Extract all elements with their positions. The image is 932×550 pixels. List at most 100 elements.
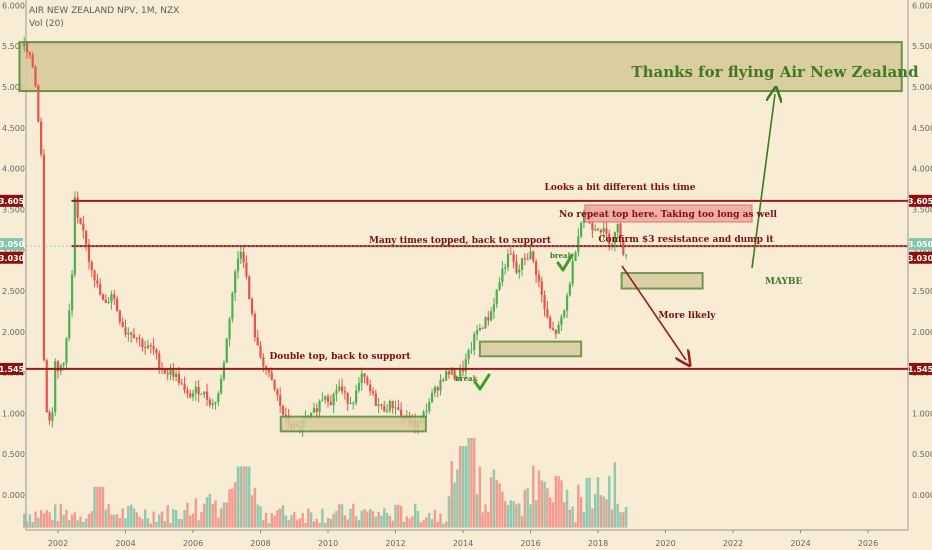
candle-body (332, 394, 335, 406)
volume-bar (557, 476, 560, 528)
candle-body (250, 298, 254, 314)
price-tick-label-left: 3.000 (2, 246, 25, 255)
candle-body (152, 345, 155, 350)
volume-bar (76, 520, 79, 528)
candle-body (45, 360, 48, 413)
volume-bar (143, 509, 147, 528)
time-tick-label: 2016 (520, 539, 540, 548)
volume-bar (433, 510, 437, 528)
candle-body (422, 411, 425, 417)
volume-bar (577, 484, 580, 528)
candle-body (383, 405, 386, 412)
volume-bar (346, 519, 349, 528)
price-tick-label-right: 2.000 (912, 328, 932, 337)
volume-bar (498, 483, 501, 528)
volume-bar (211, 503, 214, 528)
volume-bar (287, 519, 290, 528)
time-tick-label: 2004 (115, 539, 135, 548)
candle-body (130, 332, 133, 335)
volume-bar (571, 506, 574, 528)
volume-bar (360, 510, 363, 528)
candle-body (473, 334, 476, 350)
candle-body (335, 390, 338, 395)
candle-body (37, 85, 40, 122)
volume-bar (65, 509, 68, 528)
candle-body (248, 276, 251, 299)
annotation-double-top: Double top, back to support (269, 352, 411, 362)
candle-body (554, 329, 557, 334)
candle-body (23, 42, 26, 47)
candle-body (487, 317, 490, 321)
candle-body (591, 223, 594, 231)
volume-bar (68, 520, 71, 528)
candle-body (433, 387, 436, 393)
candle-body (461, 368, 465, 372)
volume-bar (523, 489, 527, 528)
candle-body (48, 412, 51, 421)
symbol-title: AIR NEW ZEALAND NPV, 1M, NZX (29, 6, 180, 16)
volume-bar (267, 523, 271, 528)
volume-bar (166, 505, 169, 528)
volume-bar (48, 512, 51, 528)
volume-bar (582, 512, 586, 528)
candle-body (498, 282, 501, 290)
candle-body (262, 357, 265, 367)
candle-body (363, 373, 366, 378)
candle-body (217, 393, 220, 402)
volume-bar (593, 494, 597, 528)
volume-bar (225, 502, 228, 528)
volume-bar (127, 506, 130, 528)
candle-body (551, 328, 555, 330)
volume-bar (616, 503, 619, 528)
candle-body (107, 302, 110, 304)
volume-bar (605, 499, 608, 528)
price-badge-text-left: 1.545 (0, 365, 25, 374)
volume-bar (93, 486, 96, 528)
volume-bar (529, 504, 532, 528)
volume-bar (543, 481, 546, 528)
candle-body (146, 345, 150, 349)
volume-bar (501, 491, 504, 528)
candle-body (270, 372, 273, 381)
candle-body (574, 252, 577, 261)
volume-bar (253, 487, 257, 528)
candle-body (377, 404, 380, 406)
candle-body (40, 121, 43, 155)
volume-bar (540, 480, 543, 528)
candle-body (478, 327, 481, 331)
candle-body (560, 316, 563, 325)
volume-bar (352, 503, 355, 528)
price-tick-label-right: 2.500 (912, 287, 932, 296)
volume-bar (591, 508, 594, 528)
candle-body (526, 259, 529, 261)
candle-body (214, 401, 217, 404)
volume-bar (191, 513, 195, 528)
annotation-more-likely: More likely (658, 311, 716, 321)
candle-body (352, 402, 355, 404)
volume-bar (610, 509, 614, 528)
volume-bar (138, 516, 141, 528)
candle-body (228, 318, 231, 339)
volume-bar (293, 511, 296, 528)
candle-body (343, 391, 346, 393)
candle-body (121, 321, 124, 328)
volume-bar (301, 513, 304, 528)
candle-body (284, 414, 287, 416)
candle-body (172, 369, 175, 377)
volume-bar (82, 521, 85, 528)
volume-bar (475, 494, 479, 528)
candle-body (459, 368, 462, 378)
volume-bar (177, 518, 181, 528)
volume-bar (121, 508, 124, 528)
price-badge-left (0, 251, 23, 264)
candle-body (557, 324, 560, 334)
candle-body (495, 289, 498, 305)
volume-bar (118, 518, 122, 528)
price-tick-label-right: 6.000 (912, 1, 932, 10)
volume-bar (34, 511, 37, 528)
volume-bar (42, 513, 46, 528)
candle-body (194, 386, 197, 394)
volume-bar (484, 504, 487, 528)
candle-body (529, 251, 532, 260)
